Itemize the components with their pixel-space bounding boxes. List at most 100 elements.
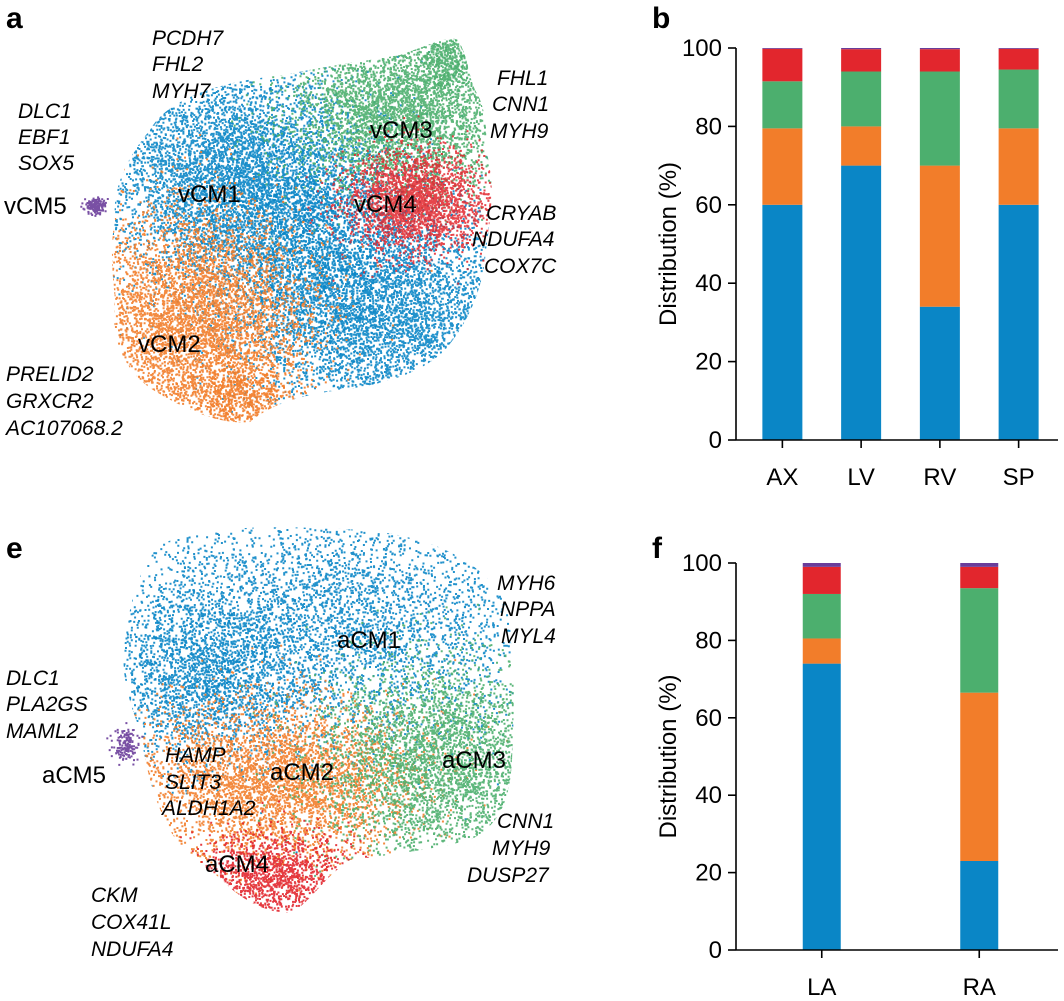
gene-group-acm1: MYH6 NPPA MYL4 xyxy=(497,572,556,648)
gene-label: FHL1 xyxy=(497,67,548,90)
x-tick-label: LA xyxy=(807,974,836,1001)
gene-group-acm4: CKM COX41L NDUFA4 xyxy=(91,884,173,961)
gene-label: PCDH7 xyxy=(152,27,225,50)
gene-label: HAMP xyxy=(165,744,226,767)
y-tick-label: 40 xyxy=(695,270,722,297)
panel-b-stacked-bar-chart: AX LV RV SP 0 20 40 60 80 100 Distribution (%) xyxy=(655,35,1058,491)
y-tick-label: 100 xyxy=(682,550,722,577)
y-tick-label: 20 xyxy=(695,860,722,887)
gene-label: CRYAB xyxy=(486,202,556,225)
panel-a-letter: a xyxy=(6,2,23,35)
bar-segment-rv-cm5 xyxy=(919,48,960,50)
panel-a-umap-scatter xyxy=(80,38,492,423)
gene-label: CNN1 xyxy=(492,93,549,116)
bar-segment-sp-cm5 xyxy=(998,48,1039,49)
gene-group-vcm1: PCDH7 FHL2 MYH7 xyxy=(152,27,225,103)
panel-f-letter: f xyxy=(652,532,663,565)
bar-segment-sp-cm3 xyxy=(998,69,1039,129)
gene-label: CNN1 xyxy=(497,810,554,833)
gene-label: PLA2GS xyxy=(6,693,88,716)
bar-segment-sp-cm2 xyxy=(998,128,1039,205)
gene-group-vcm5: DLC1 EBF1 SOX5 xyxy=(18,100,74,175)
y-tick-label: 60 xyxy=(695,192,722,219)
gene-label: MYH9 xyxy=(492,837,551,860)
gene-label: DUSP27 xyxy=(467,864,550,887)
bar-segment-ax-cm3 xyxy=(762,81,803,129)
panel-b-letter: b xyxy=(652,2,670,35)
gene-group-acm2: HAMP SLIT3 ALDH1A2 xyxy=(160,744,256,820)
scatter-cluster-cm5 xyxy=(106,722,144,766)
y-axis-title: Distribution (%) xyxy=(655,162,682,326)
bar-segment-rv-cm2 xyxy=(919,165,960,307)
gene-label: MYH9 xyxy=(490,120,549,143)
y-tick-label: 60 xyxy=(695,705,722,732)
bar-segment-rv-cm1 xyxy=(919,306,960,440)
gene-label: COX41L xyxy=(91,911,172,934)
x-tick-label: RA xyxy=(963,974,996,1001)
y-axis-title: Distribution (%) xyxy=(655,674,682,838)
y-tick-label: 80 xyxy=(695,627,722,654)
cluster-label-acm1: aCM1 xyxy=(337,627,401,654)
bar-segment-lv-cm5 xyxy=(841,48,882,50)
cluster-label-vcm3: vCM3 xyxy=(370,117,433,144)
x-tick-label: AX xyxy=(766,464,798,491)
panel-a: a vCM1 vCM2 vCM3 vCM4 vCM5 PCDH7 FHL2 MY… xyxy=(4,2,557,440)
panel-e-umap-scatter xyxy=(106,527,514,913)
gene-group-vcm2: PRELID2 GRXCR2 AC107068.2 xyxy=(4,363,123,440)
gene-label: PRELID2 xyxy=(6,363,94,386)
x-tick-label: LV xyxy=(847,464,875,491)
gene-group-vcm4: CRYAB NDUFA4 COX7C xyxy=(472,202,557,278)
gene-label: DLC1 xyxy=(6,667,60,690)
bar-segment-lv-cm4 xyxy=(841,49,882,72)
bar-segment-la-cm3 xyxy=(802,593,841,639)
x-tick-label: RV xyxy=(923,464,956,491)
bar-segment-ax-cm1 xyxy=(762,204,803,440)
scatter-points xyxy=(123,527,514,913)
gene-label: SOX5 xyxy=(18,152,74,175)
y-tick-label: 100 xyxy=(682,35,722,62)
gene-label: NPPA xyxy=(500,598,556,621)
scatter-cluster-cm3 xyxy=(415,38,487,116)
gene-label: COX7C xyxy=(484,255,557,278)
panel-e-letter: e xyxy=(6,532,23,565)
cluster-label-vcm2: vCM2 xyxy=(138,331,201,358)
gene-group-vcm3: FHL1 CNN1 MYH9 xyxy=(490,67,549,143)
bar-segment-rv-cm4 xyxy=(919,49,960,72)
gene-group-acm3: CNN1 MYH9 DUSP27 xyxy=(467,810,554,887)
gene-label: MAML2 xyxy=(6,720,79,743)
gene-label: ALDH1A2 xyxy=(160,797,256,820)
panel-e: e aCM1 aCM2 aCM3 aCM4 aCM5 MYH6 NPPA MYL… xyxy=(6,527,556,961)
gene-label: MYH7 xyxy=(152,80,212,103)
y-tick-label: 0 xyxy=(709,937,722,964)
gene-label: MYL4 xyxy=(501,625,556,648)
y-tick-label: 20 xyxy=(695,349,722,376)
bar-segment-sp-cm1 xyxy=(998,204,1039,440)
bar-segment-ax-cm4 xyxy=(762,48,803,82)
cluster-label-acm3: aCM3 xyxy=(442,747,506,774)
gene-label: MYH6 xyxy=(497,572,556,595)
cluster-label-vcm4: vCM4 xyxy=(354,191,417,218)
cluster-label-acm2: aCM2 xyxy=(270,759,334,786)
x-tick-label: SP xyxy=(1003,464,1035,491)
scatter-cluster-cm5 xyxy=(80,196,109,217)
bar-segment-la-cm1 xyxy=(802,663,841,950)
panel-f: f LA RA 0 20 40 60 80 100 Distribution (%) xyxy=(652,532,1058,1001)
bar-segment-sp-cm4 xyxy=(998,48,1039,70)
scatter-cluster-cm3 xyxy=(214,38,492,284)
bar-segment-la-cm5 xyxy=(802,563,841,567)
bar-segment-lv-cm2 xyxy=(841,126,882,166)
scatter-cluster-cm2 xyxy=(171,340,350,423)
scatter-points xyxy=(111,38,492,423)
bar-segment-ra-cm2 xyxy=(960,692,999,861)
cluster-label-acm4: aCM4 xyxy=(205,851,269,878)
bar-segment-ra-cm1 xyxy=(960,860,999,950)
bar-segment-ax-cm2 xyxy=(762,128,803,205)
panel-b: b AX LV RV SP 0 20 40 60 80 100 Distribution (%) xyxy=(652,2,1058,491)
cluster-label-acm5: aCM5 xyxy=(42,762,106,789)
bar-segment-lv-cm3 xyxy=(841,71,882,127)
gene-label: FHL2 xyxy=(152,53,204,76)
scatter-cluster-cm1 xyxy=(111,38,492,408)
scatter-cluster-cm2 xyxy=(111,134,433,423)
gene-label: NDUFA4 xyxy=(472,228,554,251)
